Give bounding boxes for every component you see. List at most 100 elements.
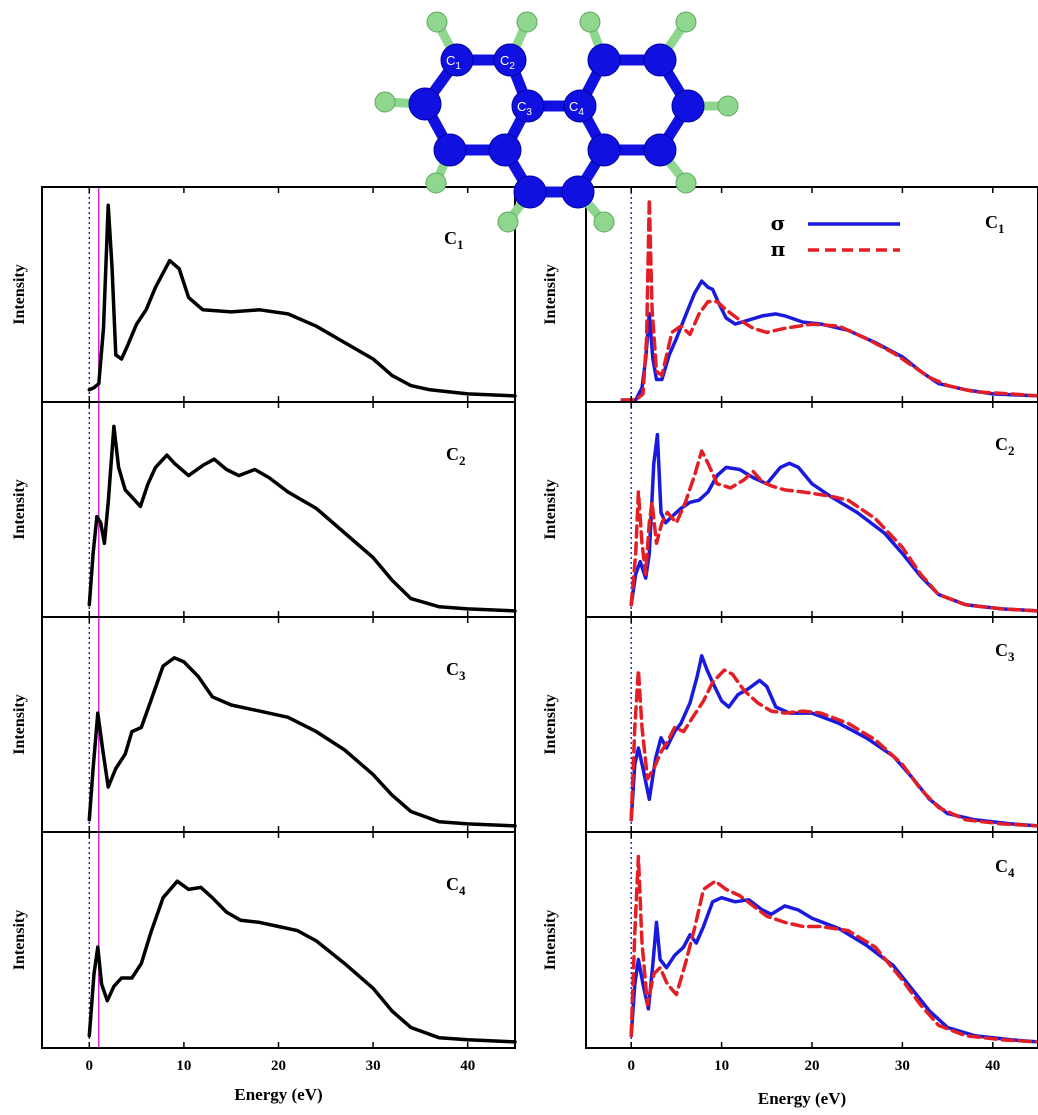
atom-label-c1-sub: 1 [455,61,461,72]
series-line-pi [629,854,1038,1044]
x-tick-label: 30 [895,1058,910,1074]
y-axis-label: Intensity [542,264,559,324]
series-line-pi [629,668,1038,828]
panel-label-c2: C2 [446,444,466,468]
panel-label-c1-sub: 1 [998,221,1005,236]
carbon-atom [563,89,597,123]
legend-label-pi: π [771,237,786,261]
y-axis-label: Intensity [11,479,28,539]
x-axis-label: Energy (eV) [758,1089,846,1108]
y-axis-label: Intensity [11,910,28,970]
hydrogen-atom [426,11,448,33]
carbon-atom [440,43,474,77]
series-line-sigma [620,279,1038,402]
atom-label-c4: C4 [569,99,584,118]
carbon-atom [587,133,621,167]
carbon-atom [488,133,522,167]
panel-label-c3-main: C [446,659,459,679]
x-tick-label: 20 [805,1058,820,1074]
atom-label-c2-sub: 2 [509,61,515,72]
panel-label-c4: C4 [446,874,466,898]
atom-label-c3: C3 [517,99,532,118]
panel-label-c4-sub: 4 [459,883,466,898]
panel-label-c4: C4 [995,856,1015,880]
hydrogen-atom [717,95,739,117]
panel-label-c2-main: C [446,444,459,464]
atom-label-c2-main: C [500,53,509,68]
x-tick-label: 20 [271,1058,286,1074]
hydrogen-atom [675,11,697,33]
x-tick-label: 40 [985,1058,1000,1074]
x-tick-label: 10 [176,1058,191,1074]
x-axis-label: Energy (eV) [234,1085,322,1104]
panel-label-c3: C3 [995,640,1015,664]
atom-label-c3-main: C [517,99,526,114]
spectrum-panel-c1: C1 Intensity [11,186,517,403]
legend: σπ [771,211,900,261]
panel-label-c2-sub: 2 [459,453,466,468]
series-line-sigma [629,432,1038,613]
x-tick-label: 40 [460,1058,475,1074]
panel-label-c3-sub: 3 [1008,649,1015,664]
atom-label-c2: C2 [500,53,515,72]
x-tick-label: 10 [714,1058,729,1074]
panel-label-c1: C1 [444,228,464,252]
series-line-sigma [629,895,1038,1044]
panel-label-c1-sub: 1 [457,237,464,252]
atom-label-c1: C1 [446,53,461,72]
carbon-atom [493,43,527,77]
carbon-atom [513,175,547,209]
hydrogen-atom [516,11,538,33]
hydrogen-atom [579,11,601,33]
series-line-sigma [629,654,1038,828]
y-axis-label: Intensity [11,694,28,754]
spectrum-panel-c3: C3 Intensity [542,616,1038,833]
hydrogen-atom [425,172,447,194]
carbon-atom [511,89,545,123]
panel-label-c3: C3 [446,659,466,683]
x-tick-label: 0 [627,1058,635,1074]
panel-label-c3-main: C [995,640,1008,660]
series-line-total [87,424,517,613]
spectrum-panel-c3: C3 Intensity [11,616,517,833]
panel-label-c1-main: C [985,212,998,232]
right-spectra-column: C1IntensityC2IntensityC3IntensityC4Inten… [542,186,1038,1108]
panel-label-c1-main: C [444,228,457,248]
series-line-total [87,879,517,1044]
series-line-pi [629,449,1038,613]
atom-label-c4-main: C [569,99,578,114]
series-line-total [87,203,517,398]
carbon-atom [433,133,467,167]
spectrum-panel-c1: C1 Intensity [542,186,1038,403]
hydrogen-atom [374,91,396,113]
panel-label-c1: C1 [985,212,1005,236]
hydrogen-atom [593,211,615,233]
panel-frame [41,616,516,833]
atom-label-c4-sub: 4 [578,107,584,118]
hydrogen-atom [675,172,697,194]
panel-label-c4-sub: 4 [1008,865,1015,880]
spectrum-panel-c4: C4 Intensity [11,831,517,1049]
panel-label-c2-main: C [995,434,1008,454]
y-axis-label: Intensity [11,264,28,324]
panel-frame [585,616,1038,833]
carbon-atom [643,133,677,167]
panel-label-c2-sub: 2 [1008,443,1015,458]
carbon-atom [587,43,621,77]
panel-label-c3-sub: 3 [459,668,466,683]
atom-label-c3-sub: 3 [526,107,532,118]
panel-frame [41,831,516,1049]
carbon-atom [561,175,595,209]
y-axis-label: Intensity [542,910,559,970]
panel-label-c4-main: C [446,874,459,894]
series-line-pi [620,197,1038,402]
carbon-atom [408,87,442,121]
panel-label-c4-main: C [995,856,1008,876]
x-tick-label: 0 [86,1058,94,1074]
y-axis-label: Intensity [542,479,559,539]
hydrogen-atom [497,211,519,233]
carbon-atom [643,43,677,77]
spectrum-panel-c4: C4 Intensity [542,831,1038,1049]
